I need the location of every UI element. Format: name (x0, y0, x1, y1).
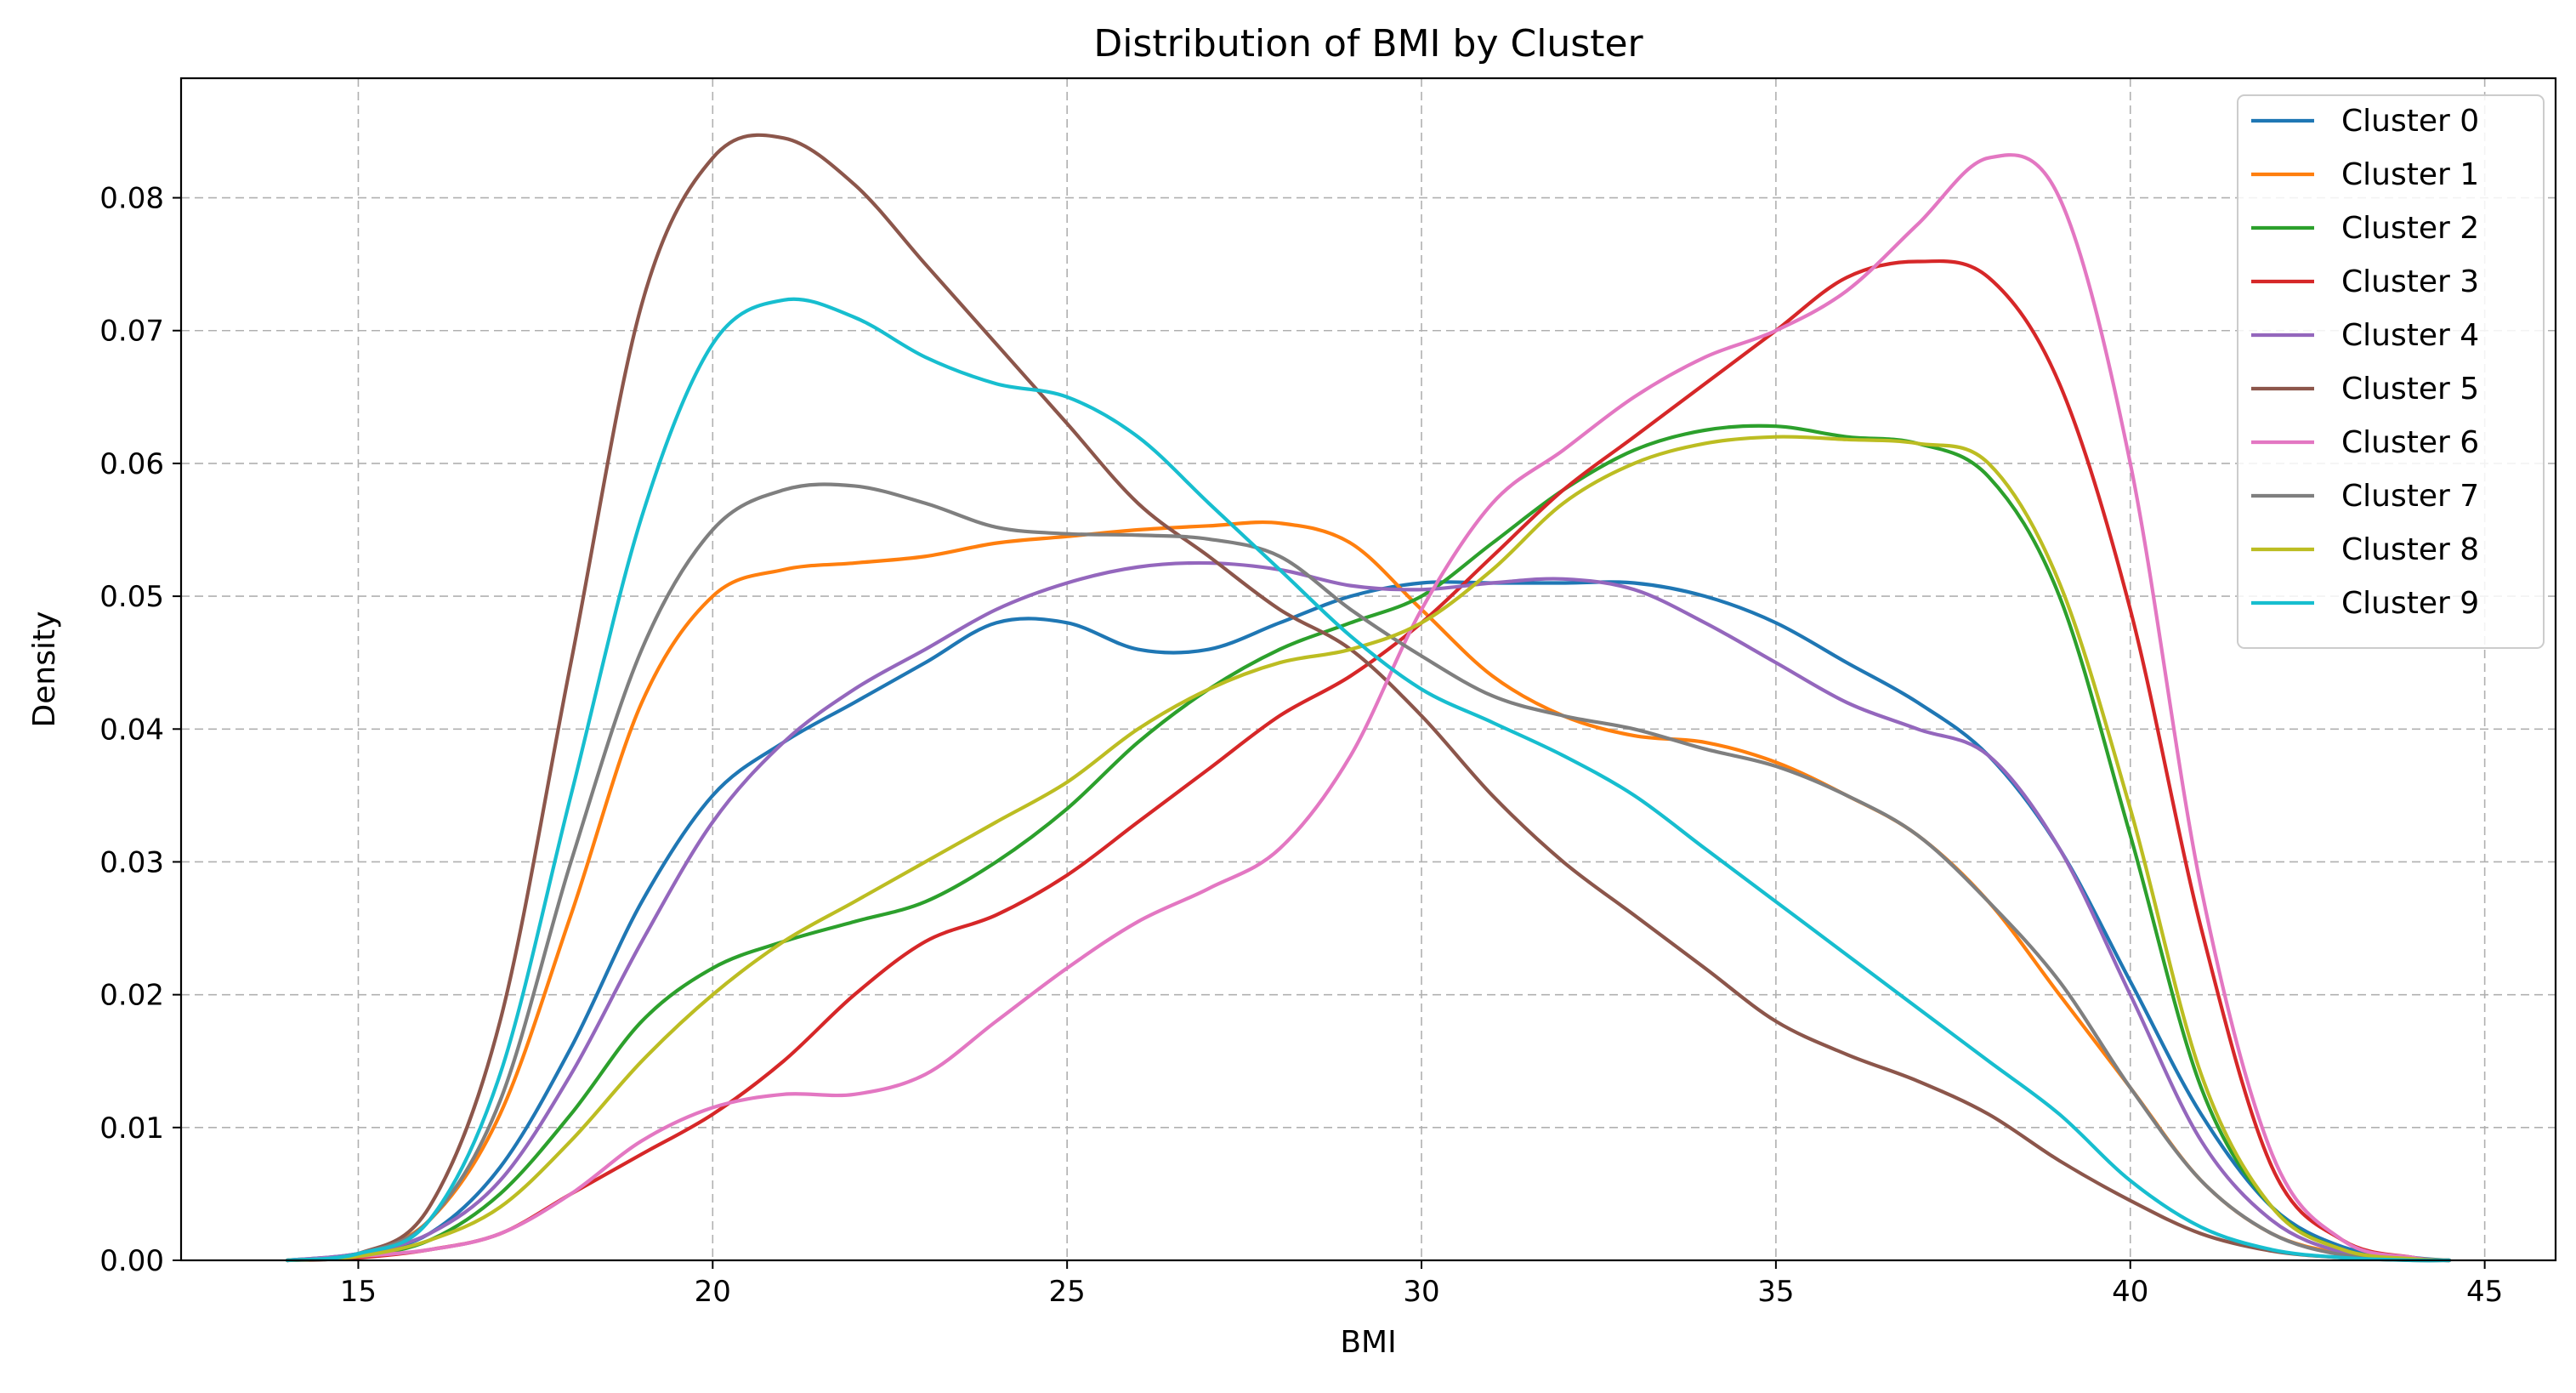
legend-label-cluster-0: Cluster 0 (2341, 104, 2479, 139)
x-tick-label: 20 (695, 1275, 731, 1309)
x-axis-ticks: 15 20 25 30 35 40 45 (340, 1260, 2503, 1309)
y-axis-label: Density (27, 611, 62, 728)
legend-label-cluster-2: Cluster 2 (2341, 211, 2479, 246)
series-layer (285, 133, 2452, 1263)
legend-label-cluster-5: Cluster 5 (2341, 372, 2479, 407)
y-tick-label: 0.08 (99, 182, 164, 216)
legend-label-cluster-9: Cluster 9 (2341, 586, 2479, 621)
y-tick-label: 0.05 (99, 580, 164, 614)
series-line-cluster-7 (285, 482, 2452, 1263)
legend-label-cluster-8: Cluster 8 (2341, 532, 2479, 567)
series-line-cluster-1 (285, 520, 2452, 1263)
y-tick-label: 0.04 (99, 713, 164, 747)
x-tick-label: 30 (1403, 1275, 1439, 1309)
chart-title: Distribution of BMI by Cluster (1093, 22, 1643, 65)
legend-label-cluster-4: Cluster 4 (2341, 318, 2479, 353)
legend: Cluster 0 Cluster 1 Cluster 2 Cluster 3 Clus… (2237, 94, 2545, 649)
legend-label-cluster-7: Cluster 7 (2341, 479, 2479, 514)
y-tick-label: 0.01 (99, 1112, 164, 1146)
y-tick-label: 0.07 (99, 315, 164, 349)
x-axis-label: BMI (1340, 1325, 1396, 1360)
y-axis-ticks: 0.00 0.01 0.02 0.03 0.04 0.05 0.06 0.07 0.08 (99, 182, 181, 1278)
series-line-cluster-8 (285, 435, 2452, 1263)
x-tick-label: 25 (1049, 1275, 1086, 1309)
series-line-cluster-9 (285, 297, 2452, 1263)
grid (181, 78, 2556, 1261)
plot-frame (179, 77, 2557, 1262)
legend-label-cluster-3: Cluster 3 (2341, 264, 2479, 299)
series-line-cluster-4 (285, 560, 2452, 1263)
legend-label-cluster-1: Cluster 1 (2341, 157, 2479, 192)
x-tick-label: 15 (340, 1275, 377, 1309)
y-tick-label: 0.00 (99, 1244, 164, 1278)
legend-box (2237, 94, 2545, 649)
series-line-cluster-6 (285, 153, 2452, 1263)
y-tick-label: 0.03 (99, 845, 164, 879)
y-tick-label: 0.06 (99, 447, 164, 481)
x-tick-label: 45 (2466, 1275, 2503, 1309)
series-line-cluster-5 (285, 133, 2452, 1263)
y-tick-label: 0.02 (99, 979, 164, 1013)
series-line-cluster-2 (285, 424, 2452, 1263)
x-tick-label: 40 (2112, 1275, 2148, 1309)
x-tick-label: 35 (1757, 1275, 1794, 1309)
legend-label-cluster-6: Cluster 6 (2341, 425, 2479, 460)
